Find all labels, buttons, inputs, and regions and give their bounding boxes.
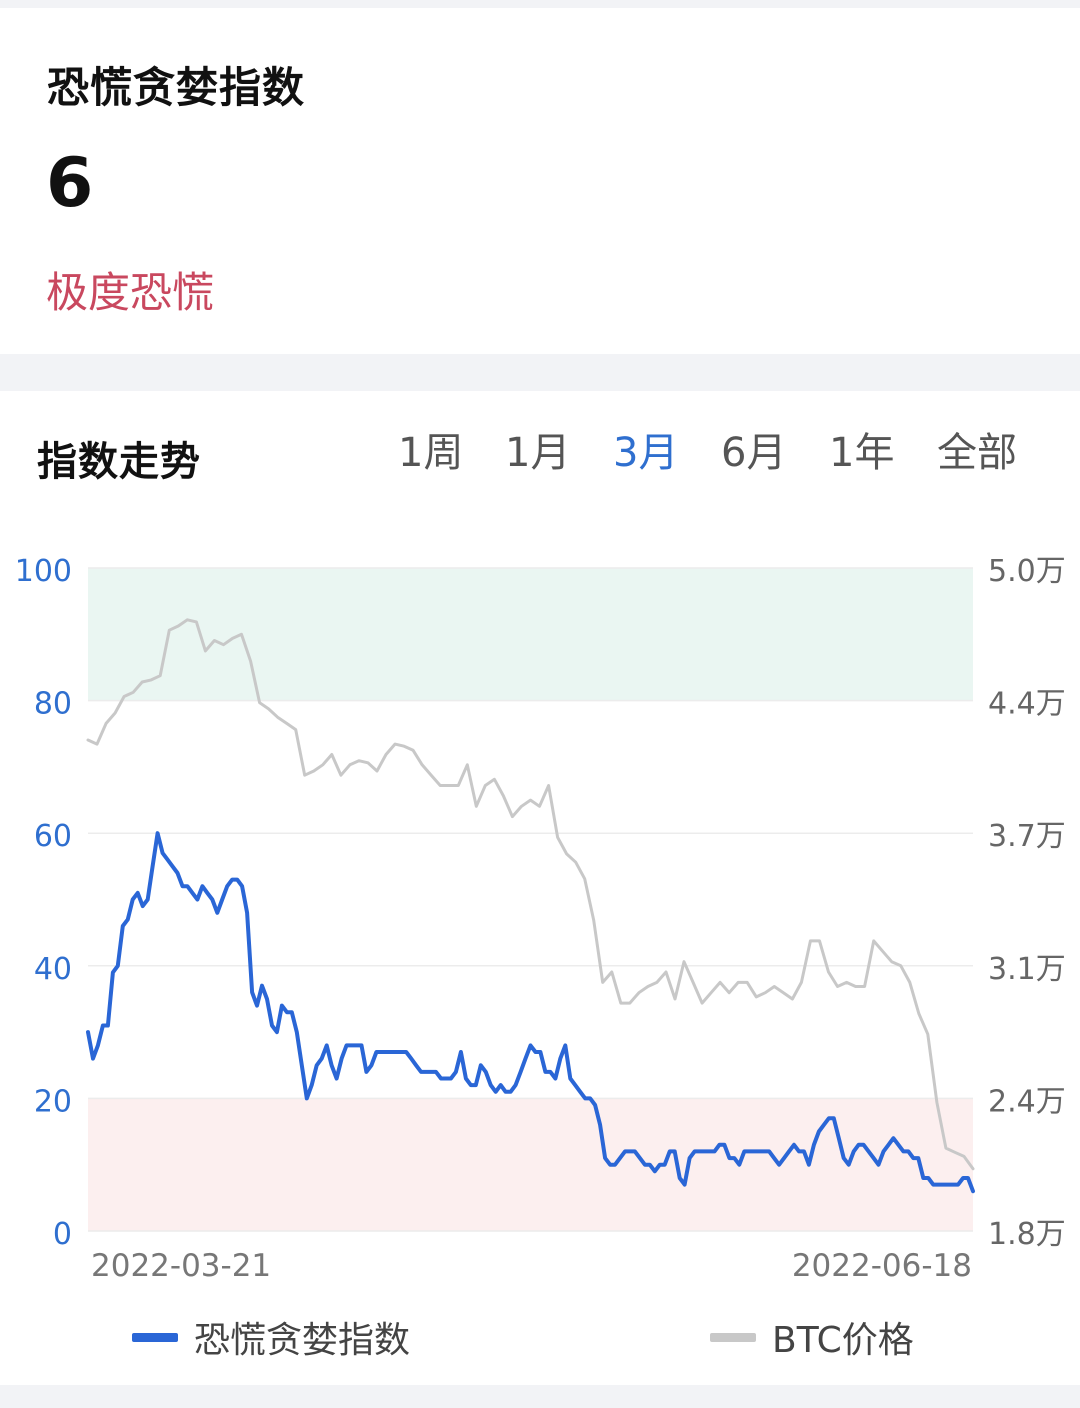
- tab-3m[interactable]: 3月: [613, 430, 679, 476]
- right-tick-label: 3.7万: [988, 819, 1066, 854]
- tab-1y[interactable]: 1年: [829, 430, 895, 476]
- right-tick-label: 2.4万: [988, 1084, 1066, 1119]
- left-tick-label: 100: [15, 554, 72, 589]
- legend-fear-greed: 恐慌贪婪指数: [132, 1311, 410, 1363]
- left-tick-label: 80: [34, 687, 72, 722]
- left-tick-label: 20: [34, 1084, 72, 1119]
- right-tick-label: 5.0万: [988, 554, 1066, 589]
- sentiment-label: 极度恐慌: [46, 268, 215, 317]
- left-tick-label: 60: [34, 819, 72, 854]
- fear-greed-chart: 0 20 40 60 80 100 1.8万 2.4万 3.1万 3.7万 4.4万 5.0万 2022…: [15, 554, 1066, 1284]
- index-value: 6: [46, 144, 94, 223]
- zone-band-1: [88, 1098, 973, 1231]
- fear-greed-series-line: [86, 831, 975, 1194]
- tab-6m[interactable]: 6月: [721, 430, 787, 476]
- legend-label-btc: BTC价格: [772, 1320, 914, 1361]
- zone-band-0: [88, 568, 973, 701]
- index-summary-card: 恐慌贪婪指数 6 极度恐慌: [0, 8, 1080, 354]
- trend-title: 指数走势: [37, 439, 201, 485]
- btc-price-series-line: [86, 618, 975, 1171]
- right-tick-label: 3.1万: [988, 952, 1066, 987]
- legend-btc: BTC价格: [710, 1311, 914, 1363]
- right-tick-label: 1.8万: [988, 1217, 1066, 1252]
- legend-label-fear-greed: 恐慌贪婪指数: [194, 1320, 411, 1361]
- left-tick-label: 40: [34, 952, 72, 987]
- x-tick-label: 2022-06-18: [792, 1248, 972, 1284]
- legend-swatch-fear-greed: [132, 1332, 178, 1342]
- tab-1w[interactable]: 1周: [398, 430, 464, 476]
- tab-1m[interactable]: 1月: [505, 430, 571, 476]
- x-tick-label: 2022-03-21: [91, 1248, 271, 1284]
- trend-card: 指数走势 1周 1月 3月 6月 1年 全部 0 20 40 60 80 100 1.8万 2…: [0, 391, 1080, 1385]
- right-tick-label: 4.4万: [988, 687, 1066, 722]
- chart-legend: 恐慌贪婪指数 BTC价格: [0, 1311, 1080, 1361]
- tab-all[interactable]: 全部: [937, 430, 1017, 476]
- legend-swatch-btc: [710, 1332, 756, 1342]
- card-title: 恐慌贪婪指数: [47, 63, 306, 112]
- left-tick-label: 0: [53, 1217, 72, 1252]
- range-tabs: 1周 1月 3月 6月 1年 全部: [0, 433, 1080, 483]
